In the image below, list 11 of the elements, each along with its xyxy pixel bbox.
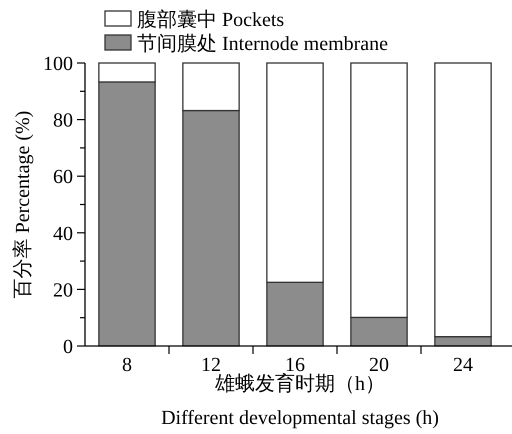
legend-label: 腹部囊中 Pockets — [137, 9, 284, 31]
y-tick-label: 80 — [53, 110, 73, 132]
x-tick-label: 8 — [122, 354, 132, 376]
legend-label: 节间膜处 Internode membrane — [137, 33, 388, 55]
y-tick-label: 0 — [63, 336, 73, 358]
y-axis-title: 百分率 Percentage (%) — [12, 110, 34, 298]
y-tick-label: 100 — [43, 53, 73, 75]
x-tick-label: 24 — [453, 354, 473, 376]
y-tick-label: 60 — [53, 166, 73, 188]
y-tick-label: 20 — [53, 279, 73, 302]
y-tick-label: 40 — [53, 222, 73, 245]
